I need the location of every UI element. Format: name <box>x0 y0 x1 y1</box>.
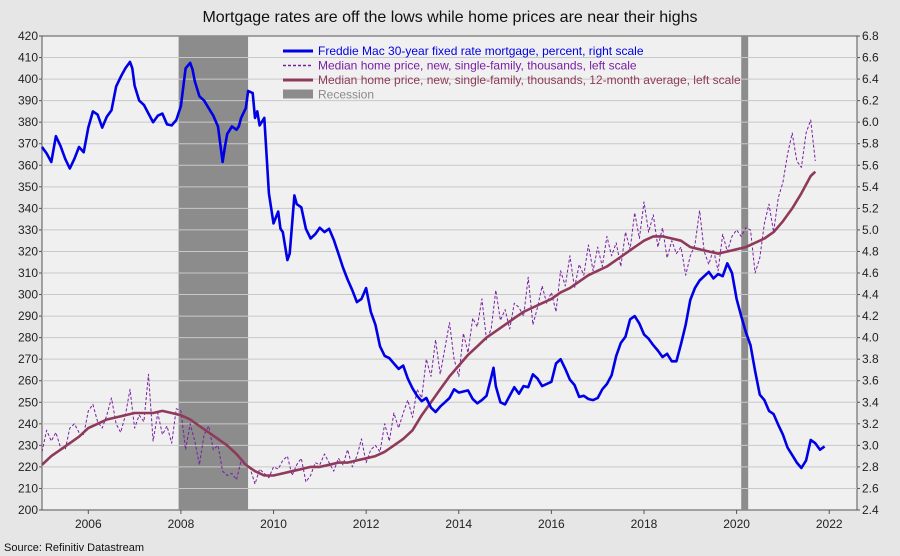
right-tick-label: 6.6 <box>862 51 879 65</box>
gridlines <box>42 57 857 489</box>
x-tick-label: 2006 <box>75 517 102 531</box>
left-tick-label: 290 <box>18 309 38 323</box>
x-tick-label: 2010 <box>260 517 287 531</box>
x-tick-label: 2014 <box>445 517 472 531</box>
source-note: Source: Refinitiv Datastream <box>4 542 144 554</box>
left-tick-label: 410 <box>18 51 38 65</box>
left-tick-label: 220 <box>18 460 38 474</box>
left-tick-label: 310 <box>18 266 38 280</box>
legend-label: Freddie Mac 30-year fixed rate mortgage,… <box>318 44 644 58</box>
left-tick-label: 210 <box>18 481 38 495</box>
right-tick-label: 5.6 <box>862 158 879 172</box>
left-tick-label: 390 <box>18 94 38 108</box>
x-axis: 2006 2008 2010 2012 2014 2016 2018 2020 2022 <box>75 510 843 531</box>
legend: Freddie Mac 30-year fixed rate mortgage,… <box>283 44 741 102</box>
right-tick-label: 5.2 <box>862 201 879 215</box>
left-tick-label: 250 <box>18 395 38 409</box>
right-tick-label: 5.8 <box>862 137 879 151</box>
right-tick-label: 3.0 <box>862 438 879 452</box>
left-tick-label: 360 <box>18 158 38 172</box>
left-tick-label: 240 <box>18 417 38 431</box>
left-tick-label: 230 <box>18 438 38 452</box>
right-tick-label: 2.8 <box>862 460 879 474</box>
x-tick-label: 2022 <box>816 517 843 531</box>
right-tick-label: 2.6 <box>862 481 879 495</box>
right-tick-label: 5.4 <box>862 180 879 194</box>
legend-label: Median home price, new, single-family, t… <box>318 59 637 73</box>
left-tick-label: 320 <box>18 244 38 258</box>
series-line <box>41 170 817 477</box>
right-tick-label: 3.2 <box>862 417 879 431</box>
left-tick-label: 300 <box>18 288 38 302</box>
left-axis: 200 210 220 230 240 250 260 270 280 290 300 310 320 3… <box>18 29 42 517</box>
left-tick-label: 260 <box>18 374 38 388</box>
x-tick-label: 2008 <box>168 517 195 531</box>
right-tick-label: 4.8 <box>862 244 879 258</box>
right-tick-label: 3.6 <box>862 374 879 388</box>
left-tick-label: 280 <box>18 331 38 345</box>
left-tick-label: 270 <box>18 352 38 366</box>
left-tick-label: 370 <box>18 137 38 151</box>
x-tick-label: 2012 <box>353 517 380 531</box>
right-tick-label: 6.2 <box>862 94 879 108</box>
right-tick-label: 3.8 <box>862 352 879 366</box>
legend-swatch <box>283 89 313 99</box>
chart-title: Mortgage rates are off the lows while ho… <box>202 9 697 26</box>
legend-label: Median home price, new, single-family, t… <box>318 73 741 87</box>
right-tick-label: 5.0 <box>862 223 879 237</box>
right-tick-label: 6.8 <box>862 29 879 43</box>
right-tick-label: 3.4 <box>862 395 879 409</box>
right-tick-label: 4.6 <box>862 266 879 280</box>
x-tick-label: 2016 <box>538 517 565 531</box>
left-tick-label: 340 <box>18 201 38 215</box>
left-tick-label: 420 <box>18 29 38 43</box>
x-tick-label: 2018 <box>631 517 658 531</box>
right-tick-label: 4.4 <box>862 288 879 302</box>
legend-label: Recession <box>318 88 374 102</box>
right-tick-label: 4.2 <box>862 309 879 323</box>
right-axis: 2.4 2.6 2.8 3.0 3.2 3.4 3.6 3.8 4.0 4.2 4.4 4.6 4.8 5… <box>857 29 879 517</box>
right-tick-label: 6.4 <box>862 72 879 86</box>
left-tick-label: 350 <box>18 180 38 194</box>
left-tick-label: 200 <box>18 503 38 517</box>
x-tick-label: 2020 <box>723 517 750 531</box>
series-lines <box>40 60 826 485</box>
right-tick-label: 4.0 <box>862 331 879 345</box>
right-tick-label: 6.0 <box>862 115 879 129</box>
left-tick-label: 400 <box>18 72 38 86</box>
right-tick-label: 2.4 <box>862 503 879 517</box>
left-tick-label: 330 <box>18 223 38 237</box>
series-line <box>41 119 816 485</box>
series-line <box>40 60 826 470</box>
left-tick-label: 380 <box>18 115 38 129</box>
